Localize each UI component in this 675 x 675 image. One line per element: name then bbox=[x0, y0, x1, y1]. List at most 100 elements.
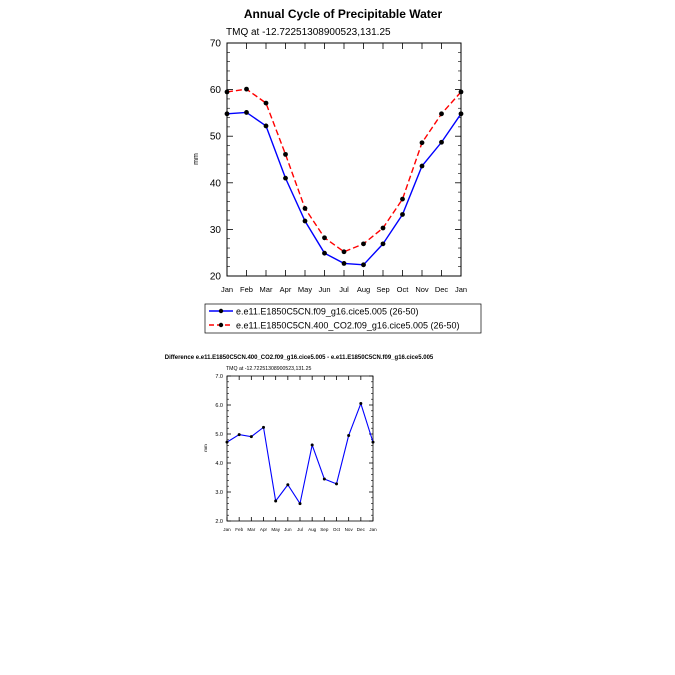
chart-title: Difference e.e11.E1850C5CN.400_CO2.f09_g… bbox=[165, 355, 434, 361]
series-1-point bbox=[286, 483, 290, 487]
axis-ticks bbox=[226, 42, 462, 277]
y-tick-label: 60 bbox=[210, 85, 222, 96]
series-1-point bbox=[400, 212, 405, 217]
y-tick-label: 6.0 bbox=[215, 403, 223, 409]
y-tick-label: 3.0 bbox=[215, 490, 223, 496]
series-1-point bbox=[359, 402, 363, 406]
chart-subtitle: TMQ at -12.72251308900523,131.25 bbox=[226, 366, 311, 372]
series-1-point bbox=[263, 123, 269, 129]
series-2-point bbox=[283, 151, 288, 157]
x-tick-label: Jun bbox=[318, 285, 330, 294]
top-chart: Annual Cycle of Precipitable Water TMQ a… bbox=[193, 7, 482, 334]
chart-title: Annual Cycle of Precipitable Water bbox=[244, 7, 443, 21]
x-tick-label: Dec bbox=[357, 527, 366, 532]
series-1-point bbox=[225, 440, 229, 444]
x-tick-label: Nov bbox=[415, 285, 429, 294]
series-1-point bbox=[244, 110, 249, 115]
x-tick-label: Jan bbox=[369, 527, 377, 532]
series-line-1 bbox=[226, 401, 374, 506]
difference-chart: Difference e.e11.E1850C5CN.400_CO2.f09_g… bbox=[165, 355, 434, 532]
series-2-point bbox=[322, 235, 327, 241]
x-tick-label: Feb bbox=[235, 527, 243, 532]
x-tick-label: Dec bbox=[435, 285, 449, 294]
series-1-point bbox=[322, 477, 326, 481]
legend: e.e11.E1850C5CN.f09_g16.cice5.005 (26-50… bbox=[204, 303, 482, 334]
series-1-point bbox=[302, 218, 308, 224]
y-tick-labels: 20 30 40 50 60 70 bbox=[210, 39, 222, 283]
series-1-point bbox=[439, 139, 444, 145]
y-tick-label: 50 bbox=[210, 132, 222, 143]
x-tick-label: Oct bbox=[333, 527, 341, 532]
x-tick-label: Apr bbox=[280, 285, 292, 294]
y-tick-label: 5.0 bbox=[215, 432, 223, 438]
series-2-point bbox=[263, 100, 269, 106]
y-axis-label: mm bbox=[203, 444, 208, 452]
series-2-point bbox=[341, 249, 347, 255]
y-tick-label: 70 bbox=[210, 39, 222, 50]
series-2-point bbox=[439, 111, 444, 117]
series-2-point bbox=[302, 206, 308, 211]
series-2-point bbox=[400, 196, 405, 202]
series-1-point bbox=[361, 262, 366, 268]
series-2-point bbox=[244, 86, 249, 92]
series-1-point bbox=[335, 482, 338, 486]
series-group bbox=[224, 86, 464, 268]
x-tick-label: Sep bbox=[320, 527, 329, 532]
x-tick-label: Jan bbox=[455, 285, 467, 294]
legend-marker-1 bbox=[218, 308, 224, 314]
legend-marker-2 bbox=[218, 322, 224, 328]
series-1-point bbox=[341, 261, 347, 266]
series-2-point bbox=[458, 89, 464, 95]
y-tick-label: 7.0 bbox=[215, 374, 223, 380]
legend-label-2: e.e11.E1850C5CN.400_CO2.f09_g16.cice5.00… bbox=[236, 321, 459, 331]
x-tick-label: Jan bbox=[223, 527, 231, 532]
series-1-point bbox=[419, 163, 425, 169]
series-1-point bbox=[380, 241, 386, 247]
x-tick-label: May bbox=[298, 285, 312, 294]
x-tick-label: Aug bbox=[357, 285, 370, 294]
x-tick-label: Apr bbox=[260, 527, 268, 532]
series-line-1 bbox=[226, 111, 462, 266]
y-tick-labels: 2.0 3.0 4.0 5.0 6.0 7.0 bbox=[215, 374, 223, 525]
series-1-point bbox=[274, 499, 278, 503]
y-tick-label: 30 bbox=[210, 225, 222, 236]
legend-label-1: e.e11.E1850C5CN.f09_g16.cice5.005 (26-50… bbox=[236, 307, 418, 317]
chart-subtitle: TMQ at -12.72251308900523,131.25 bbox=[226, 27, 391, 38]
series-line-2 bbox=[226, 88, 462, 253]
series-1-point bbox=[237, 433, 241, 437]
x-tick-label: Jul bbox=[297, 527, 303, 532]
series-1-point bbox=[458, 111, 464, 117]
series-2-point bbox=[361, 241, 366, 247]
series-1-point bbox=[249, 435, 253, 439]
y-tick-label: 20 bbox=[210, 272, 222, 283]
series-2-point bbox=[419, 140, 425, 146]
x-tick-label: Sep bbox=[376, 285, 389, 294]
series-1-point bbox=[298, 502, 302, 506]
y-tick-label: 40 bbox=[210, 178, 222, 189]
x-tick-label: Feb bbox=[240, 285, 253, 294]
x-tick-label: May bbox=[271, 527, 280, 532]
series-1-point bbox=[224, 111, 230, 117]
axis-ticks bbox=[226, 375, 374, 522]
x-tick-label: Mar bbox=[260, 285, 273, 294]
x-tick-label: Jul bbox=[339, 285, 349, 294]
x-tick-labels: Jan Feb Mar Apr May Jun Jul Aug Sep Oct Nov Dec Jan bbox=[223, 527, 377, 532]
series-2-point bbox=[224, 89, 230, 95]
series-1-point bbox=[347, 433, 351, 437]
x-tick-label: Jun bbox=[284, 527, 292, 532]
series-2-point bbox=[380, 225, 386, 231]
plot-frame bbox=[226, 42, 462, 277]
x-tick-label: Mar bbox=[247, 527, 255, 532]
x-tick-label: Jan bbox=[221, 285, 233, 294]
y-axis-label: mm bbox=[193, 153, 200, 165]
x-tick-label: Aug bbox=[308, 527, 317, 532]
series-1-point bbox=[310, 443, 314, 447]
series-1-point bbox=[283, 175, 288, 181]
plot-frame bbox=[226, 375, 374, 522]
x-tick-label: Nov bbox=[345, 527, 354, 532]
x-tick-labels: Jan Feb Mar Apr May Jun Jul Aug Sep Oct Nov Dec Jan bbox=[221, 285, 467, 294]
series-1-point bbox=[322, 250, 327, 256]
y-tick-label: 2.0 bbox=[215, 519, 223, 525]
series-group bbox=[225, 401, 375, 506]
